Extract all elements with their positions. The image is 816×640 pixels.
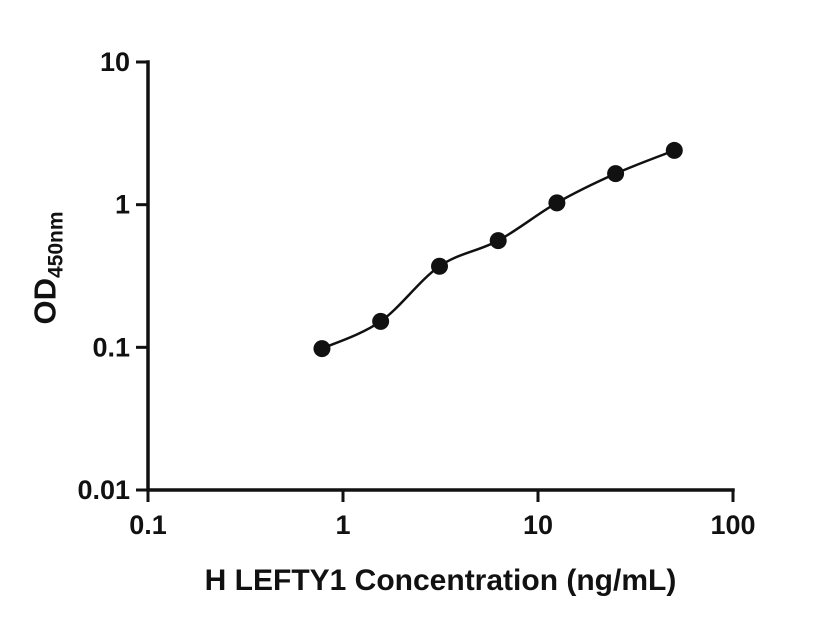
x-axis-title: H LEFTY1 Concentration (ng/mL) (204, 564, 677, 597)
x-tick-label: 10 (523, 510, 553, 540)
data-point (313, 340, 331, 358)
y-axis-title: OD450nm (28, 211, 69, 324)
x-tick-label: 1 (335, 510, 350, 540)
y-tick-label: 0.1 (92, 332, 130, 362)
y-tick-label: 1 (115, 190, 130, 220)
y-tick-label: 0.01 (77, 475, 130, 505)
data-point (372, 312, 390, 330)
y-axis-title-main: OD (27, 278, 63, 325)
data-point (548, 194, 566, 212)
x-tick-label: 100 (710, 510, 755, 540)
y-axis-title-sub: 450nm (44, 211, 68, 279)
y-tick-label: 10 (100, 47, 130, 77)
axis-spine (146, 60, 735, 492)
data-point (431, 257, 448, 275)
data-point (665, 141, 683, 159)
data-point (607, 165, 625, 183)
data-point (489, 232, 507, 250)
x-tick-label: 0.1 (129, 510, 167, 540)
